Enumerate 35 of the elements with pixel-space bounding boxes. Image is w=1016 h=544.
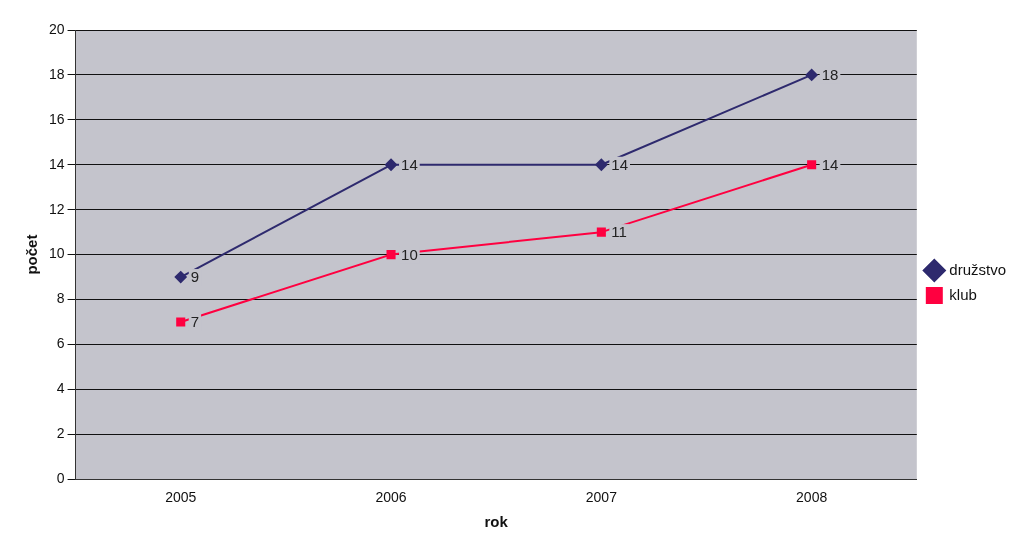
data-label: 10 [401, 245, 418, 263]
point [596, 227, 606, 237]
y-tick-label: 16 [48, 110, 65, 127]
point [385, 158, 398, 171]
y-tick-label: 18 [48, 65, 65, 82]
y-tick-label: 8 [56, 290, 65, 307]
data-label: 18 [821, 66, 839, 84]
x-tick-label: 2008 [796, 489, 828, 506]
y-tick-label: 10 [48, 245, 65, 262]
x-tick-label: 2006 [375, 489, 407, 506]
x-tick-label: 2007 [585, 489, 618, 506]
y-tick-label: 4 [56, 380, 65, 397]
y-tick-label: 6 [56, 335, 65, 352]
data-label: 14 [611, 155, 629, 173]
y-tick-label: 0 [56, 470, 65, 487]
point [174, 271, 187, 284]
data-label: 14 [821, 155, 839, 173]
point [386, 250, 396, 260]
y-tick-label: 2 [56, 425, 65, 442]
y-tick-label: 14 [48, 155, 65, 172]
data-label: 9 [190, 268, 200, 286]
point [805, 68, 818, 81]
y-axis-title: počet [23, 234, 41, 275]
point [176, 317, 186, 327]
legend-label: klub [949, 285, 977, 303]
data-label: 7 [190, 313, 200, 331]
point [595, 158, 608, 171]
legend-label: družstvo [949, 260, 1007, 278]
data-label: 11 [611, 223, 627, 241]
y-tick-label: 20 [48, 20, 65, 37]
y-tick-label: 12 [48, 200, 65, 217]
point [807, 160, 817, 170]
data-label: 14 [401, 155, 418, 173]
x-tick-label: 2005 [165, 489, 197, 506]
x-axis-title: rok [484, 513, 509, 531]
